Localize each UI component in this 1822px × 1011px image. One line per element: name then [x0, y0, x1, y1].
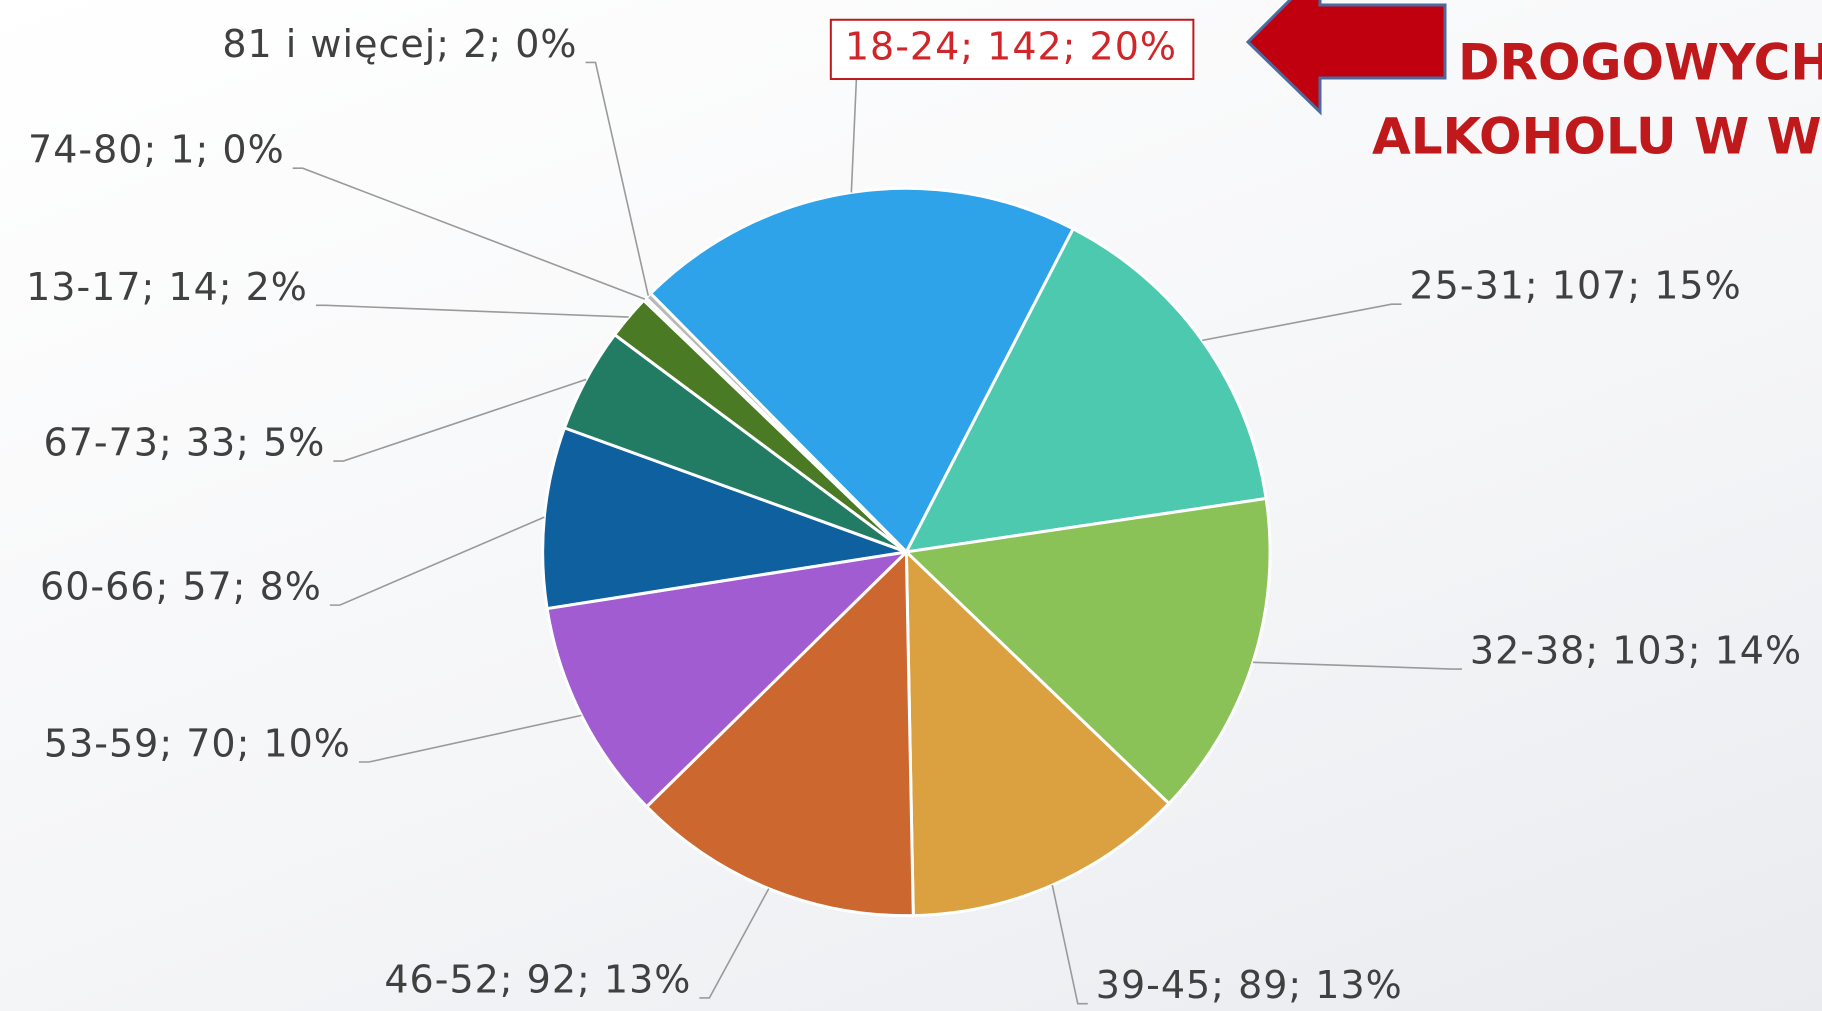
data-label: 13-17; 14; 2% [26, 265, 308, 309]
data-label: 25-31; 107; 15% [1410, 264, 1742, 308]
data-label: 60-66; 57; 8% [40, 565, 322, 609]
pie-slice [904, 548, 1172, 918]
data-label: 39-45; 89; 13% [1096, 963, 1403, 1007]
leader-line [358, 714, 582, 763]
arrow [1245, 0, 1447, 116]
data-label: 53-59; 70; 10% [44, 722, 351, 766]
leader-line [699, 888, 770, 999]
leader-line [1202, 303, 1402, 342]
pie-slice [545, 549, 911, 809]
title-line: ALKOHOLU W W [1372, 108, 1822, 166]
data-label: 67-73; 33; 5% [44, 421, 326, 465]
pie-slice [644, 548, 915, 918]
pie-slice [648, 186, 1076, 555]
leader-line [315, 304, 629, 318]
pie-slice [903, 496, 1272, 806]
data-label: 46-52; 92; 13% [384, 957, 691, 1001]
leader-line [1051, 884, 1088, 1005]
leader-line [292, 167, 646, 300]
pie-slice [903, 226, 1268, 554]
leader-line [585, 61, 650, 296]
data-label: 81 i więcej; 2; 0% [222, 22, 577, 66]
data-label: 74-80; 1; 0% [28, 128, 285, 172]
title-line: DROGOWYCH [1458, 34, 1822, 92]
leader-line [333, 378, 587, 462]
leader-line [329, 516, 545, 606]
label-box [829, 18, 1195, 81]
data-label: 32-38; 103; 14% [1470, 629, 1802, 673]
leader-line [850, 78, 858, 193]
leader-line [1252, 661, 1462, 670]
data-label: 18-24; 142; 20% [845, 24, 1177, 68]
